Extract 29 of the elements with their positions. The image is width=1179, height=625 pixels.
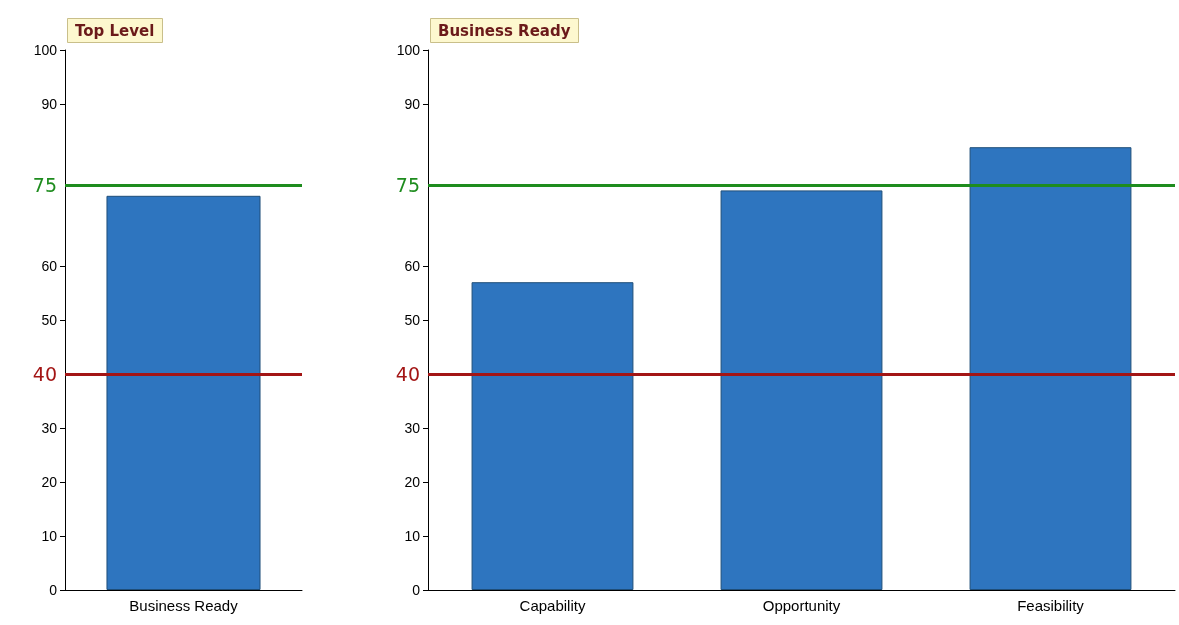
- bar: [471, 282, 634, 590]
- y-tick-label: 100: [396, 42, 421, 58]
- ref-line-label: 40: [395, 363, 420, 385]
- y-tick-label: 50: [41, 312, 58, 328]
- y-tick-label: 60: [404, 258, 421, 274]
- chart-title: Top Level: [75, 21, 155, 40]
- x-tick-label: Capability: [519, 597, 586, 614]
- ref-line-label: 40: [32, 363, 57, 385]
- y-tick-label: 90: [404, 96, 421, 112]
- bar: [969, 147, 1132, 590]
- x-tick-label: Feasibility: [1017, 597, 1085, 614]
- ref-line-label: 75: [32, 174, 57, 196]
- y-tick-label: 90: [41, 96, 58, 112]
- y-tick-label: 10: [41, 528, 58, 544]
- y-tick-label: 10: [404, 528, 421, 544]
- y-tick-label: 50: [404, 312, 421, 328]
- bar: [720, 190, 883, 590]
- y-tick-label: 30: [404, 420, 421, 436]
- y-tick-label: 30: [41, 420, 58, 436]
- ref-line-label: 75: [395, 174, 420, 196]
- y-tick-label: 100: [33, 42, 58, 58]
- y-tick-label: 20: [41, 474, 58, 490]
- chart-title: Business Ready: [438, 21, 571, 40]
- y-tick-label: 0: [412, 582, 421, 598]
- y-tick-label: 20: [404, 474, 421, 490]
- x-tick-label: Opportunity: [762, 597, 841, 614]
- y-tick-label: 0: [49, 582, 58, 598]
- x-tick-label: Business Ready: [129, 597, 239, 614]
- y-tick-label: 60: [41, 258, 58, 274]
